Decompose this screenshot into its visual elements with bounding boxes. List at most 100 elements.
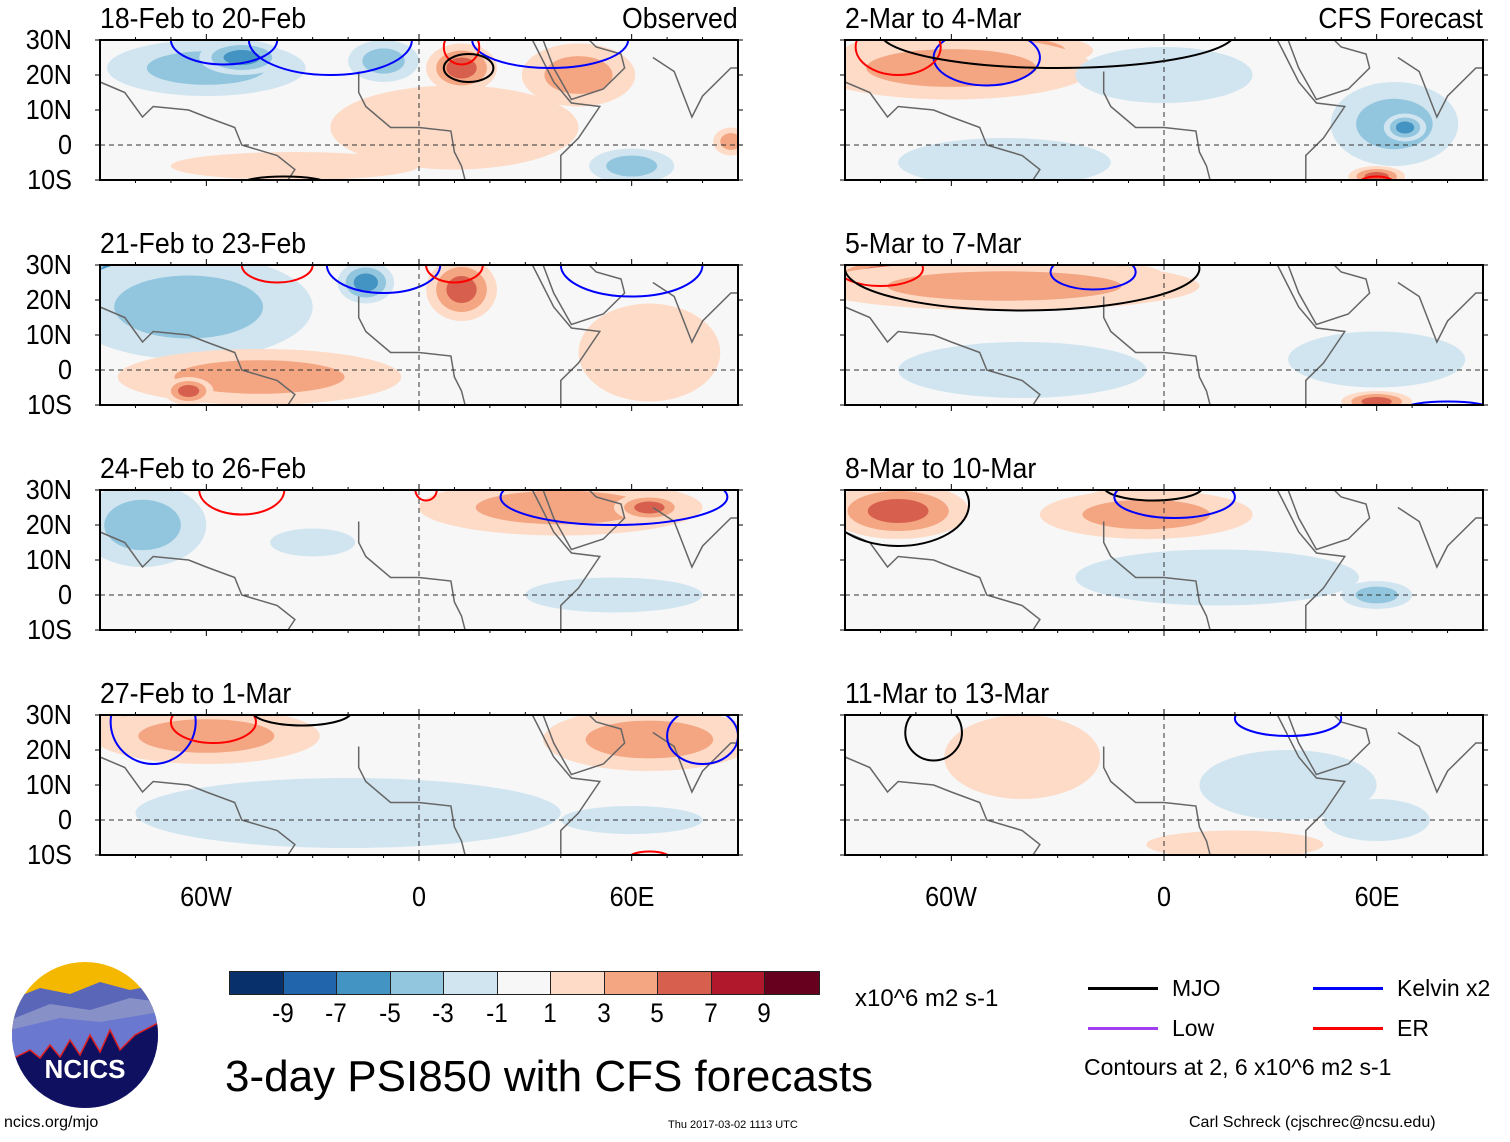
colorbar-tick-label: 3	[596, 998, 611, 1028]
panel-title: 5-Mar to 7-Mar	[845, 228, 1022, 260]
contour-mjo	[904, 715, 963, 762]
anomaly-shading	[1361, 397, 1392, 405]
colorbar-tick-label: 1	[543, 998, 557, 1028]
contour-kelvin-x2	[471, 40, 630, 69]
contour-kelvin-x2	[247, 40, 413, 76]
legend-line-mjo	[1088, 987, 1158, 990]
panel-source-tag: CFS Forecast	[1318, 3, 1483, 35]
timestamp: Thu 2017-03-02 1113 UTC	[668, 1119, 798, 1131]
anomaly-shading	[446, 276, 477, 303]
x-tick-label: 0	[411, 881, 427, 912]
contour-mjo	[244, 175, 325, 180]
x-tick-label: 60E	[1354, 881, 1400, 912]
colorbar-swatch	[551, 972, 605, 994]
colorbar-tick-label: -7	[325, 998, 347, 1028]
coastlines	[100, 715, 738, 855]
contour-er	[414, 490, 438, 502]
x-tick-label: 60W	[180, 881, 233, 912]
anomaly-shading	[544, 56, 613, 94]
contour-mjo	[252, 715, 352, 727]
contour-kelvin-x2	[499, 490, 729, 526]
panel-title: 24-Feb to 26-Feb	[100, 453, 307, 485]
anomaly-shading	[362, 48, 405, 74]
y-tick-label: 10N	[25, 94, 73, 125]
colorbar-tick-label: -5	[378, 998, 401, 1028]
panel-title: 11-Mar to 13-Mar	[845, 678, 1050, 710]
map-panel-p6	[840, 259, 1488, 411]
anomaly-shading	[1075, 549, 1359, 606]
colorbar-swatch	[444, 972, 498, 994]
legend-label: Kelvin x2	[1397, 975, 1491, 1001]
y-tick-label: 30N	[25, 699, 73, 730]
contour-er	[425, 265, 484, 284]
anomaly-shading	[1075, 47, 1253, 103]
legend-item-kelvin: Kelvin x2	[1313, 975, 1490, 1002]
y-tick-label: 20N	[25, 509, 73, 540]
y-tick-label: 20N	[25, 284, 73, 315]
anomaly-shading	[138, 719, 275, 753]
anomaly-shading	[1082, 499, 1211, 530]
coastlines	[100, 40, 738, 180]
panel-title: 18-Feb to 20-Feb	[100, 3, 307, 35]
colorbar-swatch	[658, 972, 712, 994]
y-tick-label: 0	[57, 804, 72, 835]
contour-er	[240, 265, 314, 284]
anomaly-shading	[944, 715, 1101, 799]
coastlines	[845, 715, 1483, 855]
ncics-logo: NCICS	[12, 962, 158, 1108]
y-tick-label: 20N	[25, 59, 73, 90]
colorbar-tick-label: -9	[271, 998, 294, 1028]
y-tick-label: 30N	[25, 24, 73, 55]
coastlines	[845, 490, 1483, 630]
colorbar-tick-label: 9	[757, 998, 771, 1028]
coastlines	[100, 490, 738, 630]
y-tick-label: 10S	[27, 839, 73, 870]
contour-er	[629, 850, 670, 855]
y-tick-label: 10S	[27, 389, 73, 420]
anomaly-shading	[866, 49, 1037, 87]
y-tick-label: 10N	[25, 319, 73, 350]
colorbar-swatch	[604, 972, 658, 994]
coastlines	[845, 40, 1483, 180]
contour-mjo	[845, 490, 971, 547]
map-panel-p4	[95, 709, 743, 861]
contour-kelvin-x2	[1049, 265, 1137, 291]
anomaly-shading	[1395, 121, 1415, 134]
colorbar-swatch	[497, 972, 551, 994]
anomaly-shading	[114, 275, 264, 339]
anomaly-shading	[170, 152, 419, 180]
anomaly-shading	[135, 778, 561, 848]
panel-title: 21-Feb to 23-Feb	[100, 228, 307, 260]
colorbar-tick-label: -3	[432, 998, 454, 1028]
y-tick-label: 10S	[27, 164, 73, 195]
anomaly-shading	[898, 342, 1147, 398]
map-panel-p7	[840, 484, 1488, 636]
y-tick-label: 0	[57, 354, 72, 385]
contour-er	[1359, 175, 1394, 180]
coastlines	[845, 265, 1483, 405]
anomaly-shading	[1288, 331, 1466, 388]
contour-kelvin-x2	[1233, 715, 1343, 737]
map-panel-p8	[840, 709, 1488, 861]
y-tick-label: 10S	[27, 614, 73, 645]
y-tick-label: 0	[57, 129, 72, 160]
anomaly-shading	[177, 385, 200, 397]
legend-line-low	[1088, 1027, 1158, 1030]
site-link[interactable]: ncics.org/mjo	[4, 1114, 99, 1131]
legend-label: Low	[1172, 1015, 1215, 1041]
legend-item-mjo: MJO	[1088, 975, 1221, 1002]
y-tick-label: 30N	[25, 474, 73, 505]
y-tick-label: 30N	[25, 249, 73, 280]
contour-er	[198, 490, 286, 516]
contour-kelvin-x2	[109, 715, 197, 765]
y-tick-label: 10N	[25, 769, 73, 800]
contour-kelvin-x2	[169, 40, 279, 66]
contour-kelvin-x2	[1113, 490, 1236, 519]
colorbar-swatch	[765, 972, 819, 994]
coastlines	[100, 265, 738, 405]
contour-mjo	[1104, 490, 1203, 502]
y-tick-label: 10N	[25, 544, 73, 575]
anomaly-shading	[104, 499, 181, 551]
colorbar-swatch	[711, 972, 765, 994]
anomaly-shading	[867, 499, 929, 523]
